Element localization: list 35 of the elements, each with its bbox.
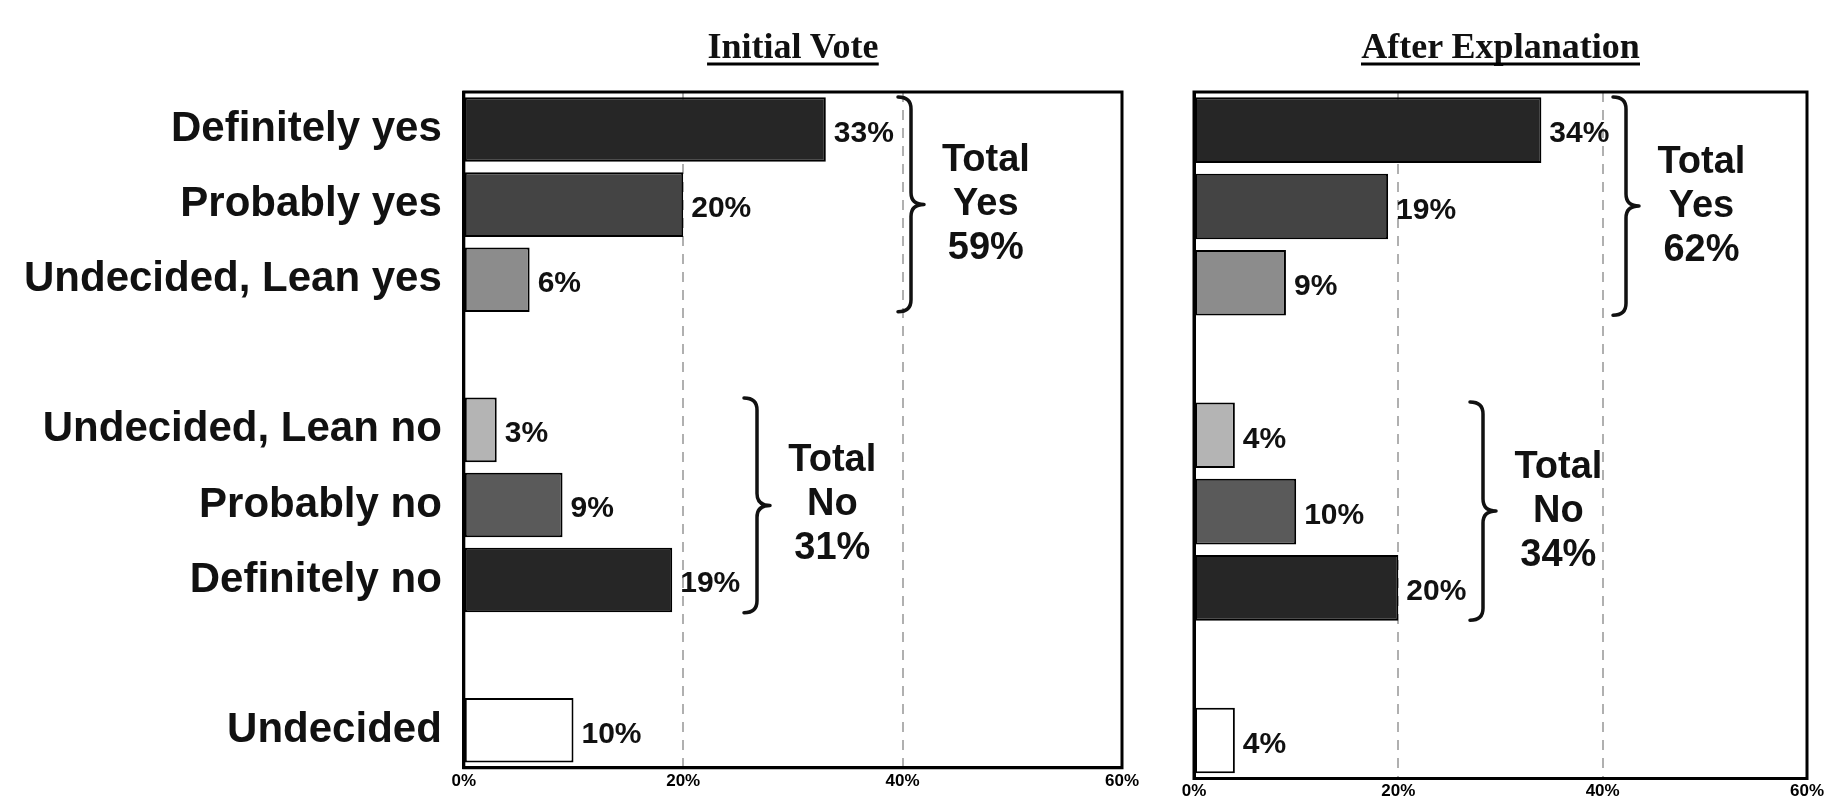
y-tick-label: Undecided [227,703,442,751]
data-label: 10% [581,715,642,749]
y-tick-label: Undecided, Lean no [42,403,442,451]
data-label: 20% [691,189,752,223]
data-label: 9% [1293,267,1338,301]
chart-title: After Explanation [1361,26,1640,66]
annotation: Total Yes 59% [941,137,1030,268]
annotation: Total No 31% [788,437,877,568]
y-tick-label: Definitely yes [171,103,442,151]
data-label: 9% [570,490,614,524]
data-label: 19% [680,565,741,599]
data-label: 19% [1396,191,1457,225]
x-tick-label: 40% [1585,781,1620,801]
data-label: 4% [1242,725,1287,759]
data-label: 20% [1406,573,1467,607]
x-tick-label: 0% [451,770,477,790]
data-label: 4% [1242,420,1287,454]
x-tick-label: 60% [1789,781,1825,801]
data-label: 34% [1549,115,1610,149]
chart-title: Initial Vote [707,26,879,66]
data-label: 33% [833,114,894,148]
x-tick-label: 20% [1381,781,1416,801]
annotation: Total No 34% [1514,444,1603,575]
x-tick-label: 20% [666,770,701,790]
data-label: 6% [537,264,581,298]
x-tick-label: 0% [1181,781,1207,801]
x-tick-label: 60% [1104,770,1140,790]
y-tick-label: Undecided, Lean yes [23,253,442,301]
y-tick-label: Definitely no [189,553,442,601]
annotation: Total Yes 62% [1657,138,1746,269]
x-tick-label: 40% [885,770,920,790]
data-label: 3% [504,415,549,449]
y-tick-label: Probably yes [180,178,442,226]
y-tick-label: Probably no [199,478,442,526]
data-label: 10% [1304,496,1365,530]
